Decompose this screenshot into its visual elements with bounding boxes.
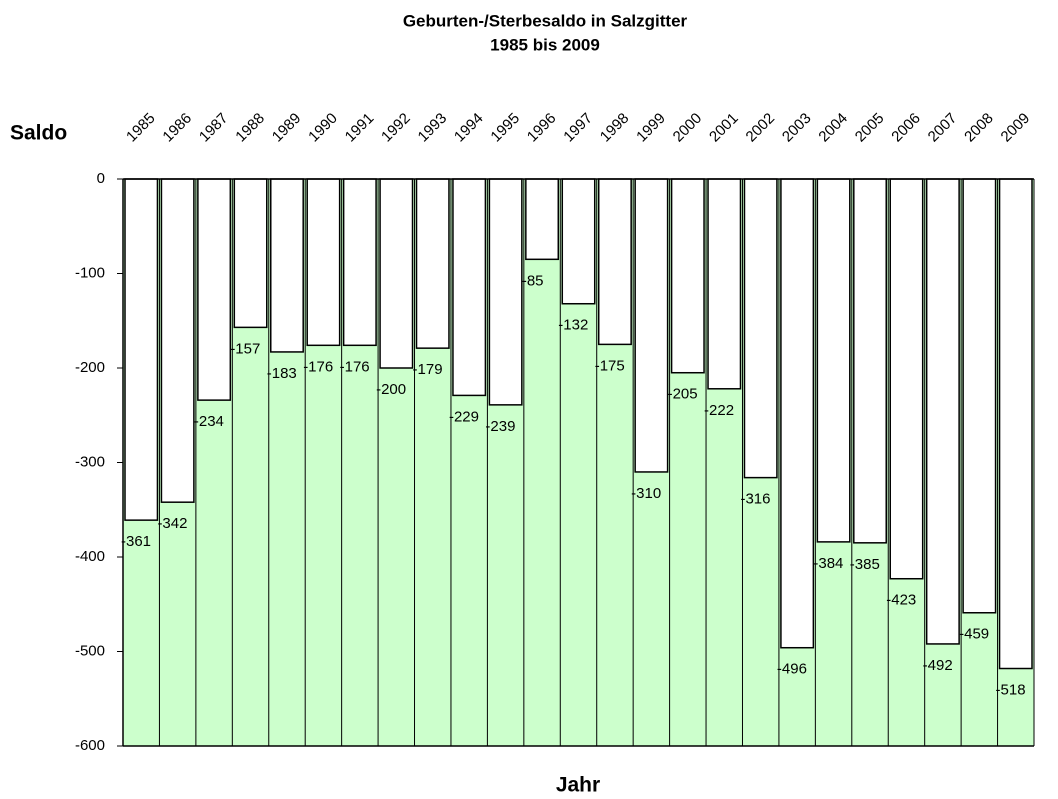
- data-label: -176: [340, 358, 370, 375]
- x-tick-label: 1987: [196, 110, 232, 146]
- bar: [488, 178, 523, 406]
- bar: [670, 178, 705, 374]
- x-tick-label: 2005: [852, 110, 888, 146]
- bar: [270, 178, 304, 353]
- x-tick-label: 1999: [633, 110, 669, 146]
- x-axis-title: Jahr: [556, 774, 600, 797]
- bar: [160, 178, 195, 503]
- bar: [197, 178, 232, 401]
- x-tick-label: 1986: [159, 110, 195, 146]
- y-tick-label: -200: [75, 359, 105, 376]
- x-tick-label: 1998: [597, 110, 633, 146]
- x-tick-label: 1992: [378, 110, 414, 146]
- data-label: -183: [267, 365, 297, 382]
- bar: [962, 178, 997, 614]
- data-label: -239: [485, 418, 515, 435]
- data-label: -85: [522, 272, 544, 289]
- data-label: -459: [959, 626, 989, 643]
- data-label: -316: [740, 491, 770, 508]
- x-tick-label: 1995: [487, 110, 523, 146]
- data-label: -200: [376, 381, 406, 398]
- bar: [415, 178, 450, 349]
- y-tick-label: -400: [75, 548, 105, 565]
- bar: [306, 178, 341, 347]
- x-tick-label: 2007: [925, 110, 961, 146]
- data-label: -310: [631, 485, 661, 502]
- x-tick-label: 2009: [998, 110, 1034, 146]
- data-label: -222: [704, 402, 734, 419]
- data-label: -175: [595, 357, 625, 374]
- x-tick-label: 1985: [123, 110, 159, 146]
- data-label: -384: [813, 555, 843, 572]
- bar: [998, 178, 1033, 670]
- bar: [561, 178, 596, 305]
- bar: [452, 178, 487, 397]
- x-tick-label: 1993: [415, 110, 451, 146]
- bar: [743, 178, 778, 479]
- x-tick-label: 1991: [342, 110, 378, 146]
- data-label: -518: [996, 681, 1026, 698]
- bar: [124, 178, 159, 521]
- x-tick-label: 2003: [779, 110, 815, 146]
- bar: [925, 178, 960, 645]
- data-label: -361: [121, 533, 151, 550]
- data-label: -132: [558, 317, 588, 334]
- data-label: -423: [886, 592, 916, 609]
- x-tick-label: 1997: [560, 110, 596, 146]
- data-label: -234: [194, 413, 224, 430]
- bar: [379, 178, 414, 369]
- x-tick-label: 2008: [961, 110, 997, 146]
- x-tick-label: 2004: [815, 110, 851, 146]
- bar: [525, 178, 560, 261]
- y-tick-label: -600: [75, 737, 105, 754]
- bar: [233, 178, 268, 329]
- x-tick-label: 1990: [305, 110, 341, 146]
- data-label: -385: [850, 556, 880, 573]
- bar: [342, 178, 377, 347]
- x-tick-label: 2001: [706, 110, 742, 146]
- data-label: -179: [413, 361, 443, 378]
- y-tick-label: -300: [75, 453, 105, 470]
- chart-subtitle: 1985 bis 2009: [490, 35, 600, 54]
- bar: [597, 178, 632, 346]
- bar: [780, 178, 815, 649]
- data-label: -229: [449, 408, 479, 425]
- y-tick-label: -100: [75, 264, 105, 281]
- x-tick-label: 1996: [524, 110, 560, 146]
- x-tick-label: 1994: [451, 110, 487, 146]
- bar: [889, 178, 924, 580]
- bar: [634, 178, 669, 473]
- data-label: -342: [157, 515, 187, 532]
- y-tick-label: 0: [97, 170, 105, 187]
- data-label: -205: [668, 386, 698, 403]
- x-tick-label: 1988: [232, 110, 268, 146]
- y-tick-label: -500: [75, 642, 105, 659]
- bar: [707, 178, 742, 390]
- x-tick-label: 2006: [888, 110, 924, 146]
- data-label: -176: [303, 358, 333, 375]
- data-label: -496: [777, 661, 807, 678]
- data-label: -492: [923, 657, 953, 674]
- x-tick-label: 2002: [743, 110, 779, 146]
- bar: [816, 178, 851, 543]
- data-label: -157: [230, 340, 260, 357]
- chart-title: Geburten-/Sterbesaldo in Salzgitter: [403, 11, 688, 30]
- bar: [853, 178, 887, 544]
- y-axis-title: Saldo: [10, 122, 67, 145]
- x-tick-label: 1989: [269, 110, 305, 146]
- x-tick-label: 2000: [670, 110, 706, 146]
